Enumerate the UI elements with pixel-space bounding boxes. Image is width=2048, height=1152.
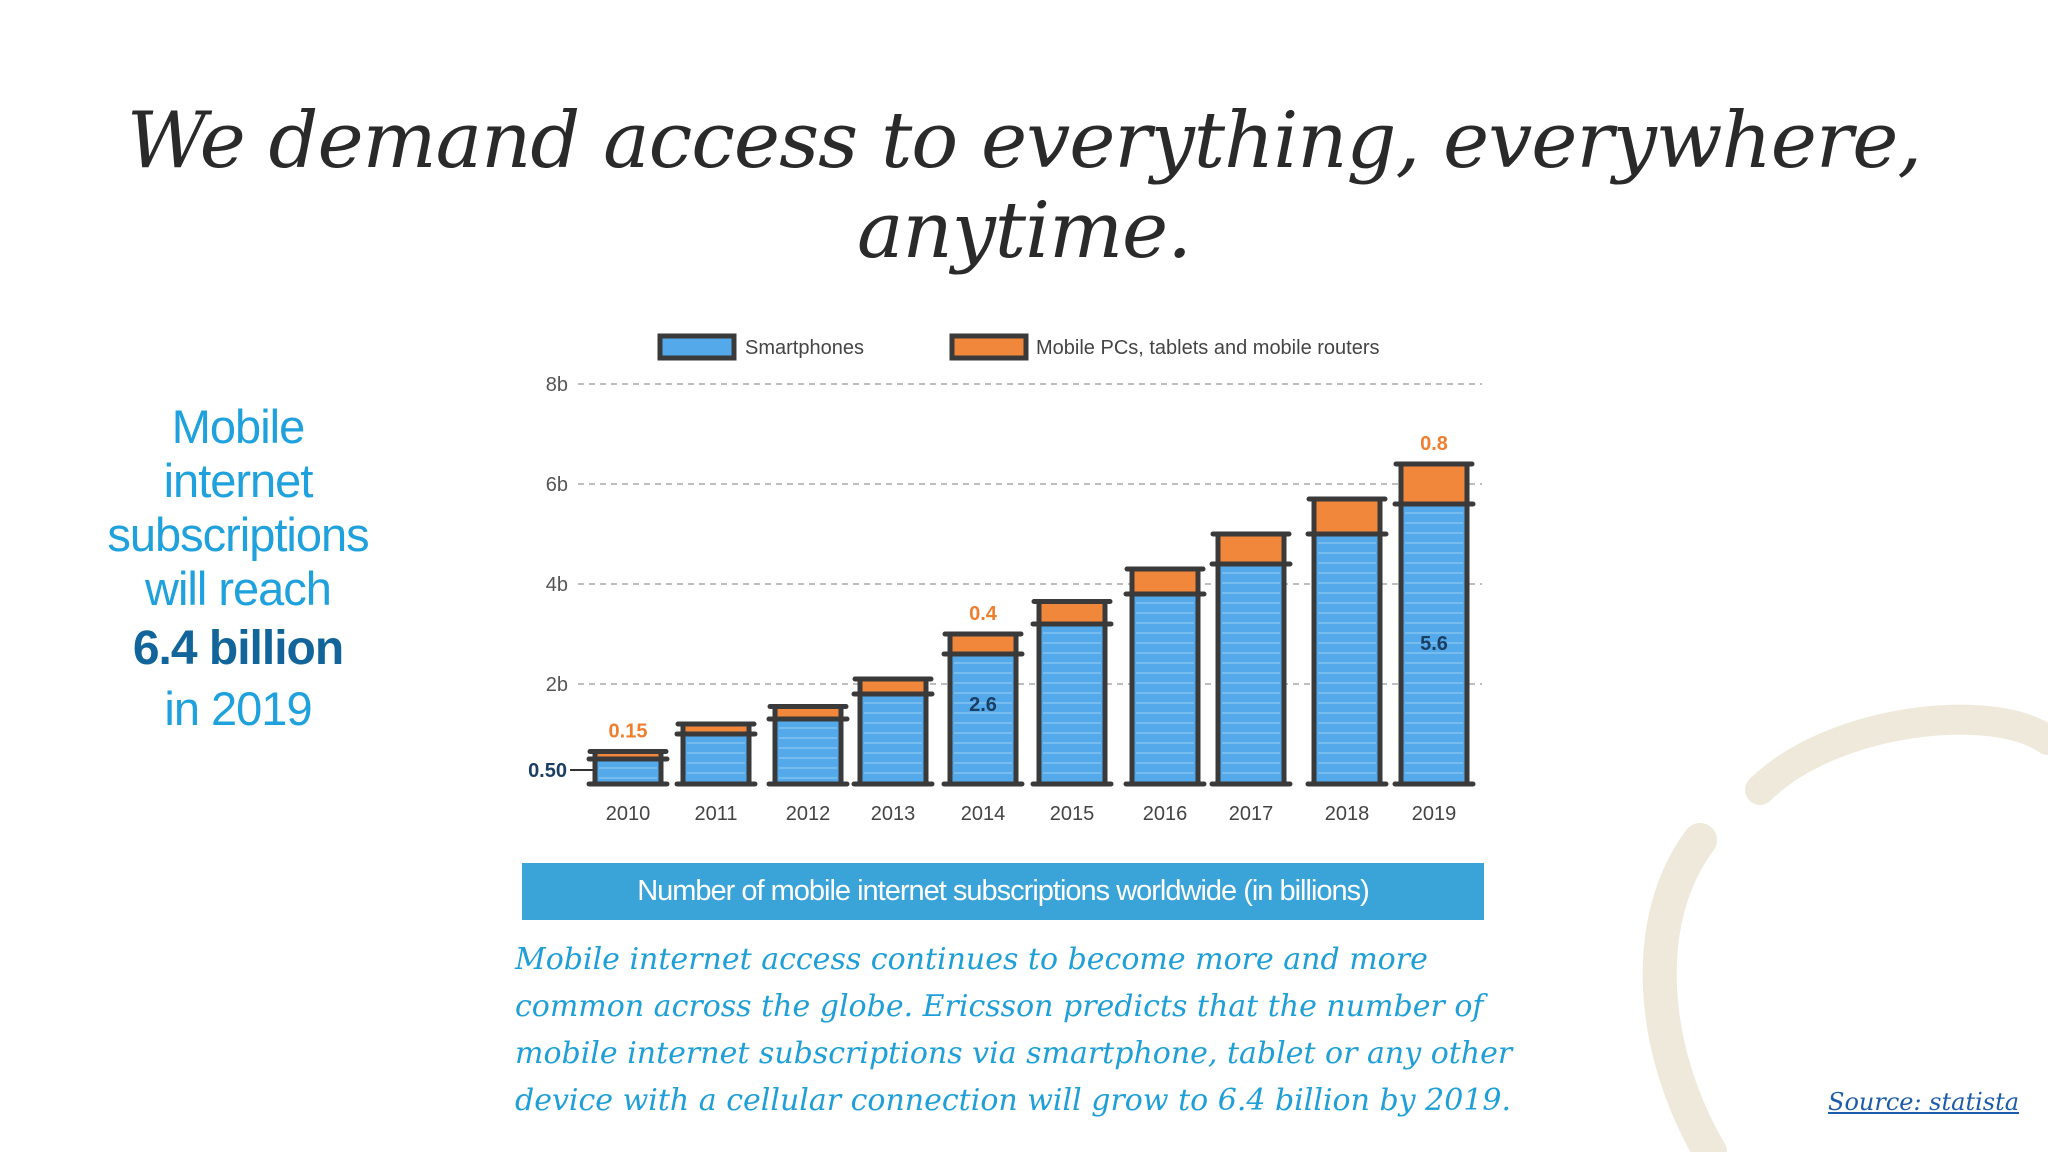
bar-smartphones xyxy=(1311,531,1383,787)
x-tick-label: 2015 xyxy=(1050,803,1095,825)
x-tick-label: 2019 xyxy=(1412,803,1457,825)
side-line: Mobile xyxy=(171,400,305,453)
bar-other-devices xyxy=(1398,461,1470,507)
bar-smartphones xyxy=(592,756,664,787)
x-tick-label: 2013 xyxy=(871,803,916,825)
legend-label: Smartphones xyxy=(745,337,864,359)
bar-other-devices xyxy=(1311,496,1383,537)
page-title: We demand access to everything, everywhe… xyxy=(126,96,1922,276)
side-line: subscriptions xyxy=(107,508,369,561)
y-tick-label: 8b xyxy=(546,374,568,396)
legend-swatch xyxy=(657,333,737,361)
x-tick-label: 2012 xyxy=(786,803,831,825)
y-tick-label: 2b xyxy=(546,674,568,696)
x-tick-label: 2016 xyxy=(1143,803,1188,825)
data-label-smartphones: 5.6 xyxy=(1420,633,1448,655)
legend-label: Mobile PCs, tablets and mobile routers xyxy=(1036,337,1380,359)
data-label-other: 0.4 xyxy=(969,603,998,625)
bar-smartphones xyxy=(772,716,844,787)
bar-smartphones xyxy=(1398,501,1470,787)
x-tick-label: 2017 xyxy=(1229,803,1274,825)
chart-caption: Number of mobile internet subscriptions … xyxy=(522,863,1484,920)
description-text: Mobile internet access continues to beco… xyxy=(515,942,1513,1118)
bar-other-devices xyxy=(1129,566,1201,597)
bar-other-devices xyxy=(1215,531,1287,567)
side-line: will reach xyxy=(145,562,332,615)
legend-swatch xyxy=(949,333,1029,361)
bar-smartphones xyxy=(1036,621,1108,787)
x-tick-label: 2014 xyxy=(961,803,1006,825)
x-tick-label: 2010 xyxy=(606,803,651,825)
y-tick-label: 6b xyxy=(546,474,568,496)
bar-smartphones xyxy=(857,691,929,787)
subscriptions-chart: 2b 4b 6b 8b 0.50 2010 2011 2012 2013 2014 2015 2016… xyxy=(528,333,1482,825)
side-line: internet xyxy=(163,454,314,507)
x-tick-label: 2011 xyxy=(694,803,737,825)
bar-smartphones xyxy=(947,651,1019,787)
side-callout: Mobile internet subscriptions will reach… xyxy=(78,400,398,736)
bar-other-devices xyxy=(947,631,1019,657)
bar-other-devices xyxy=(1036,599,1108,627)
source-link[interactable]: Source: statista xyxy=(1828,1088,2020,1116)
bar-smartphones xyxy=(680,731,752,787)
data-label-other: 0.8 xyxy=(1420,433,1448,455)
x-tick-label: 2018 xyxy=(1325,803,1370,825)
data-label-other: 0.15 xyxy=(609,721,648,743)
bar-smartphones xyxy=(1215,561,1287,787)
data-label-smartphones: 2.6 xyxy=(969,694,997,716)
y-tick-label: 4b xyxy=(546,574,568,596)
baseline-label: 0.50 xyxy=(528,760,567,782)
side-line: in 2019 xyxy=(164,682,312,735)
side-highlight: 6.4 billion xyxy=(132,622,344,675)
